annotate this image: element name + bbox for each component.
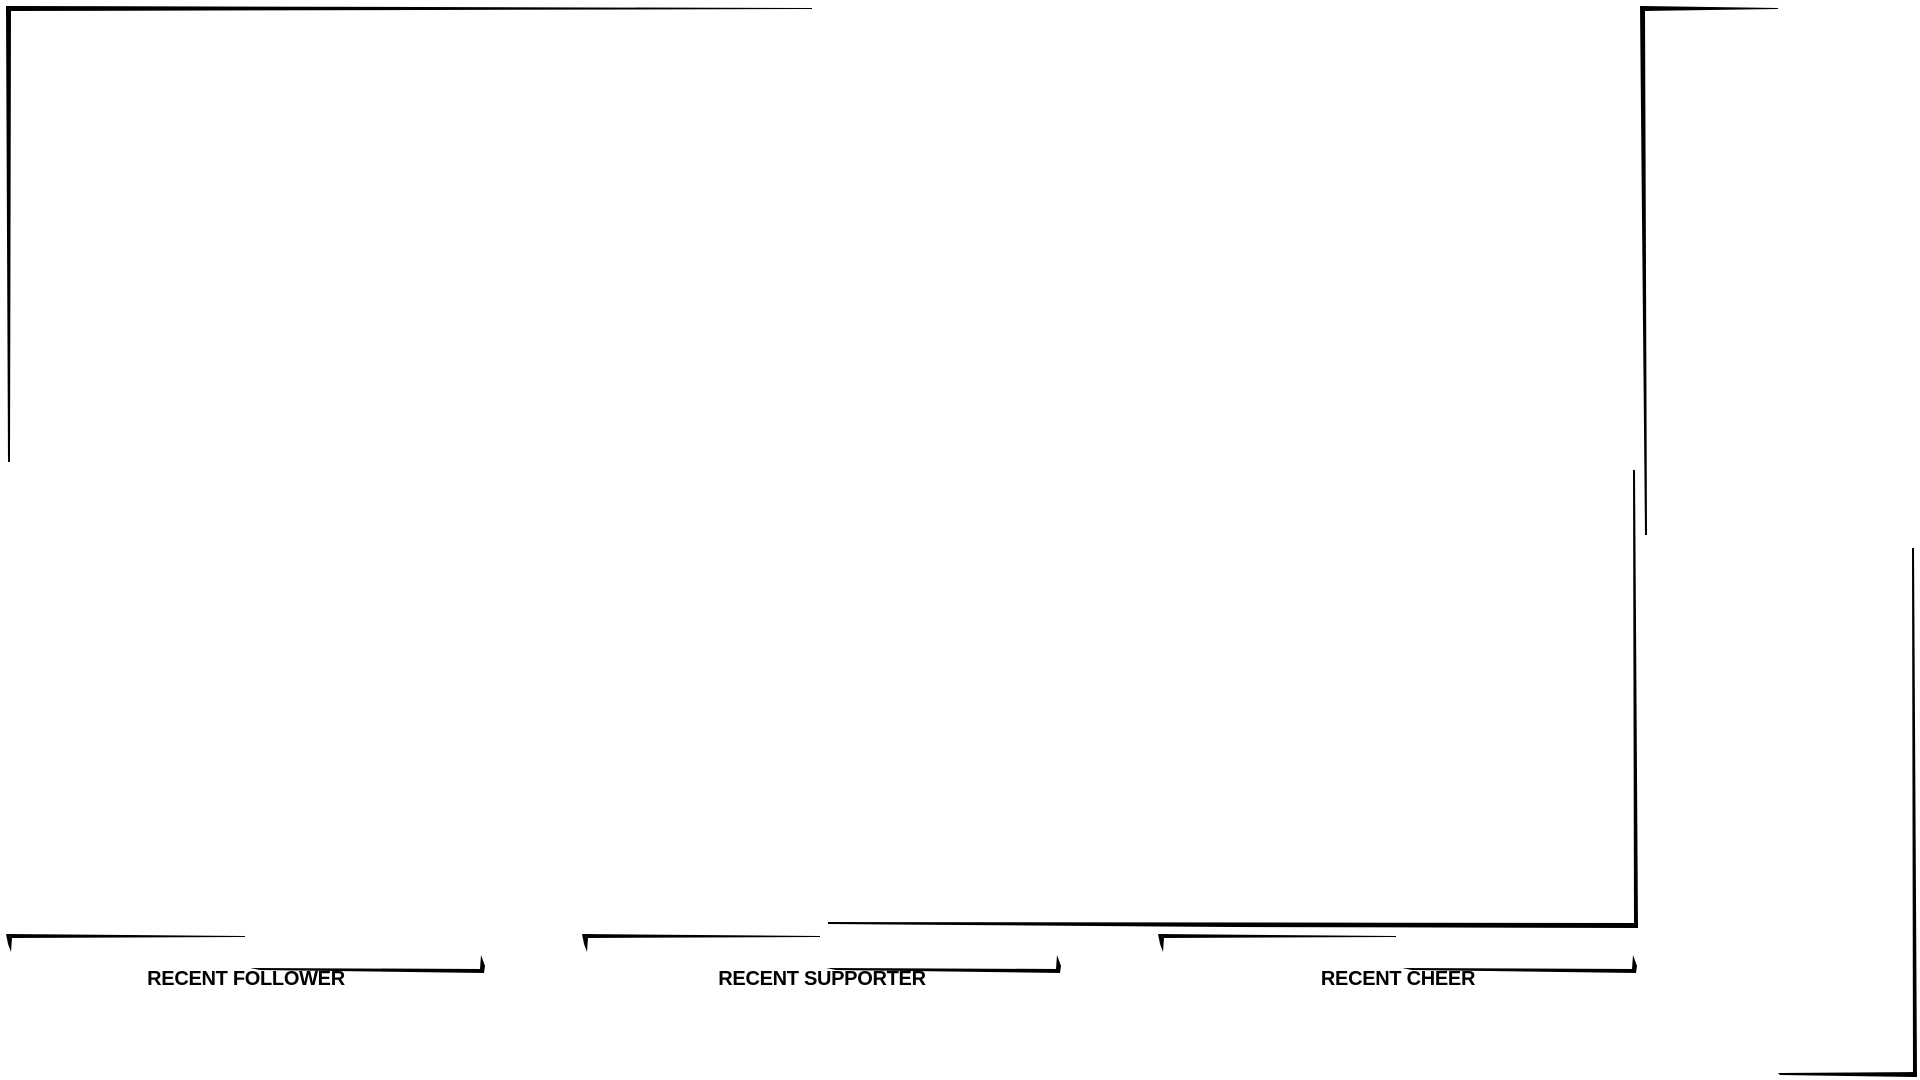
cheer-bracket-top-stroke (1158, 934, 1396, 938)
cheer-bracket-right-hook (1632, 955, 1637, 973)
follower-bracket-left-hook (6, 934, 12, 952)
main-frame-bottom-stroke (828, 922, 1638, 928)
supporter-bracket-right-hook (1056, 955, 1061, 973)
side-frame-right-stroke (1912, 548, 1917, 1076)
main-frame-right-lower-stroke (1633, 470, 1638, 928)
recent-cheer-label: RECENT CHEER (1320, 968, 1476, 990)
main-frame-top-stroke (6, 6, 812, 11)
cheer-bracket-left-hook (1158, 934, 1164, 952)
supporter-bracket-top-stroke (582, 934, 820, 938)
cheer-bracket-bottom-stroke (1402, 968, 1636, 973)
follower-bracket-top-stroke (6, 934, 245, 938)
supporter-bracket-bottom-stroke (826, 968, 1060, 973)
side-frame-top-stroke (1640, 6, 1778, 11)
recent-supporter-label: RECENT SUPPORTER (718, 968, 926, 990)
supporter-bracket-left-hook (582, 934, 588, 952)
main-frame-left-stroke (6, 6, 11, 462)
main-frame-right-upper-stroke (1640, 6, 1647, 535)
side-frame-bottom-stroke (1778, 1072, 1917, 1077)
recent-follower-label: RECENT FOLLOWER (147, 968, 345, 990)
follower-bracket-bottom-stroke (250, 968, 484, 973)
follower-bracket-right-hook (480, 955, 485, 973)
